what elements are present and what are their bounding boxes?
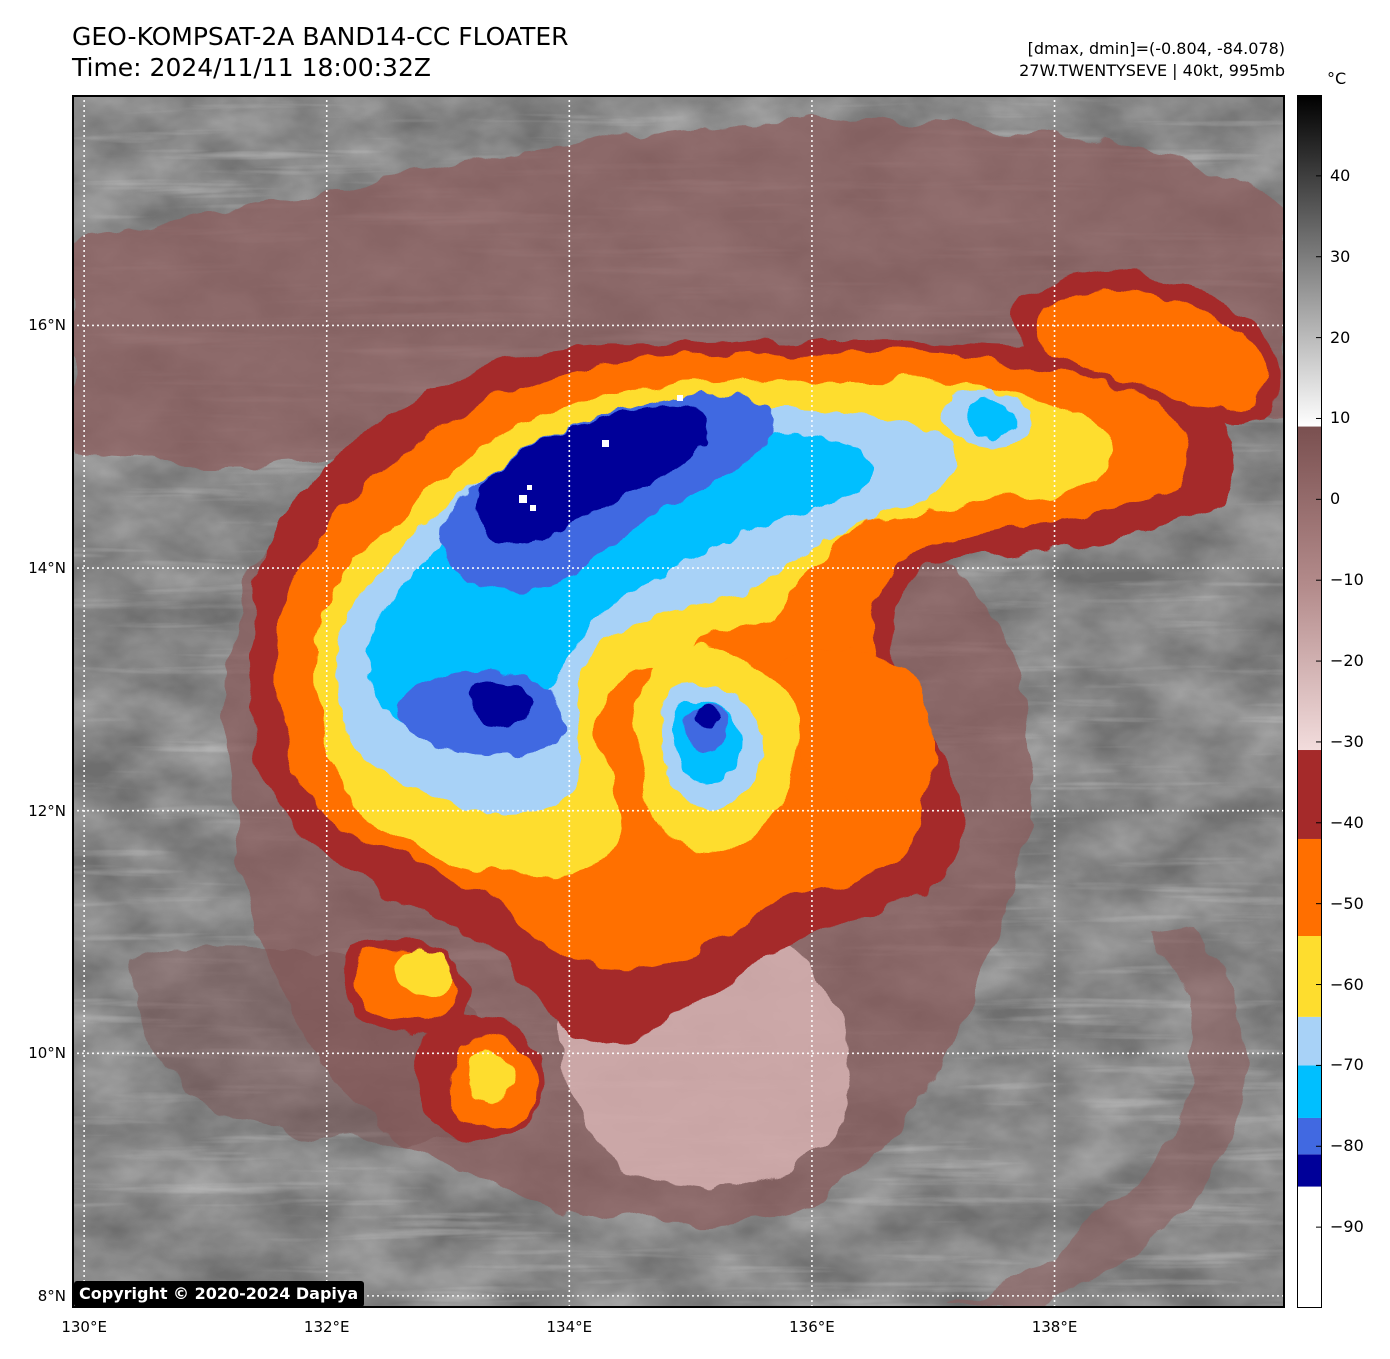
copyright-badge: Copyright © 2020-2024 Dapiya [74,1281,365,1307]
colorbar-white-segment [1297,1186,1322,1308]
colorbar-tick-label: −20 [1330,651,1364,671]
lat-tick-label: 16°N [28,316,66,335]
colorbar-tick-label: −60 [1330,974,1364,994]
lat-tick-label: 8°N [37,1286,66,1305]
map-frame [72,95,1285,1308]
colorbar-tick-label: −30 [1330,731,1364,751]
colorbar-brown-segment [1297,426,1322,751]
overshooting-tops [519,395,683,511]
colorbar-tick-label: −80 [1330,1136,1364,1156]
lat-tick-label: 10°N [28,1044,66,1063]
colorbar-tick-label: −50 [1330,893,1364,913]
lon-tick-label: 138°E [1031,1318,1078,1336]
lat-tick-label: 12°N [28,801,66,820]
colorbar-gray-segment [1297,95,1322,427]
colorbar-band [1297,936,1322,1017]
colorbar-tick-label: 40 [1330,165,1351,185]
lon-tick-label: 130°E [61,1318,107,1336]
colorbar-band [1297,1016,1322,1066]
lat-gridlines [72,324,1285,1297]
colorbar-tick-label: 0 [1330,489,1341,509]
lat-tick-label: 14°N [28,559,66,578]
colorbar-tick-label: 10 [1330,408,1351,428]
storm-info: 27W.TWENTYSEVE | 40kt, 995mb [1019,61,1285,80]
data-range-stats: [dmax, dmin]=(-0.804, -84.078) [1027,39,1285,58]
temperature-colorbar [1297,95,1322,1308]
chart-title: GEO-KOMPSAT-2A BAND14-CC FLOATER [72,22,569,51]
colorbar-band [1297,1117,1322,1155]
colorbar-band [1297,1154,1322,1187]
lon-tick-label: 136°E [789,1318,835,1336]
colorbar-tick-label: −40 [1330,812,1364,832]
colorbar-tick-label: −10 [1330,570,1364,590]
colorbar-band [1297,838,1322,937]
colorbar-tick-label: 30 [1330,246,1351,266]
colorbar-tick-label: −90 [1330,1217,1364,1237]
chart-timestamp: Time: 2024/11/11 18:00:32Z [72,53,431,82]
colorbar-unit: °C [1327,69,1347,88]
colorbar-tick-label: −70 [1330,1055,1364,1075]
colorbar-frame [1297,95,1322,1308]
colorbar-band [1297,750,1322,839]
colorbar-tick-label: 20 [1330,327,1351,347]
satellite-map [72,95,1285,1308]
lon-gridlines [83,95,1056,1308]
lon-tick-label: 134°E [546,1318,593,1336]
colorbar-band [1297,1065,1322,1118]
lon-tick-label: 132°E [303,1318,350,1336]
